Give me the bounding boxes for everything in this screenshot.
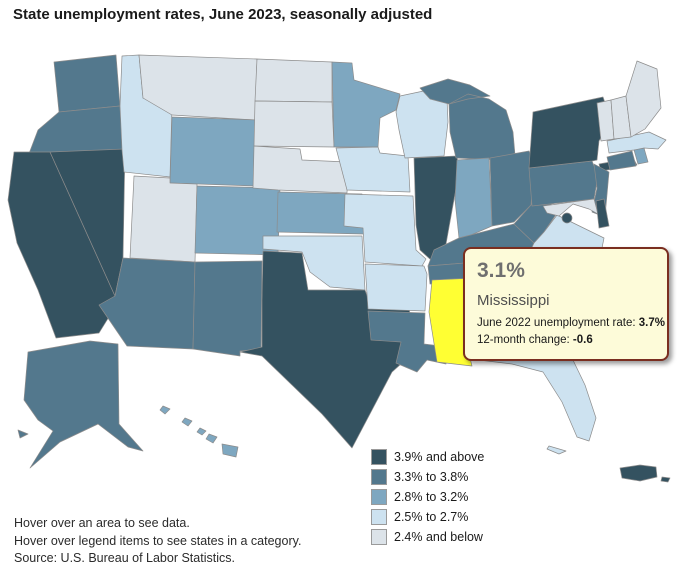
state-pa[interactable] xyxy=(528,160,599,207)
tooltip-state-name: Mississippi xyxy=(477,292,550,309)
legend-label: 2.8% to 3.2% xyxy=(394,489,469,504)
legend-swatch-28-to-32[interactable] xyxy=(371,488,387,505)
state-de[interactable] xyxy=(595,198,610,229)
legend-swatch-25-to-27[interactable] xyxy=(371,508,387,525)
state-nd[interactable] xyxy=(254,58,333,103)
tooltip-rate: 3.1% xyxy=(477,259,525,282)
legend-item-39-and-above[interactable]: 3.9% and above xyxy=(371,448,485,465)
state-wy[interactable] xyxy=(169,116,259,187)
state-la[interactable] xyxy=(367,310,450,373)
tooltip-previous-rate-value: 3.7% xyxy=(638,317,665,329)
state-dc[interactable] xyxy=(561,212,573,224)
state-ct[interactable] xyxy=(606,150,637,171)
tooltip-change-value: -0.6 xyxy=(572,334,593,346)
map-legend: 3.9% and above 3.3% to 3.8% 2.8% to 3.2%… xyxy=(371,448,485,549)
state-wa[interactable] xyxy=(53,54,121,113)
state-me[interactable] xyxy=(625,60,662,138)
state-ri[interactable] xyxy=(633,147,649,165)
source-note: Source: U.S. Bureau of Labor Statistics. xyxy=(14,551,235,565)
state-ar[interactable] xyxy=(364,263,428,312)
legend-swatch-24-and-below[interactable] xyxy=(371,528,387,545)
state-md[interactable] xyxy=(542,198,599,217)
tooltip-change: 12-month change: -0.6 xyxy=(477,332,655,349)
legend-item-33-to-38[interactable]: 3.3% to 3.8% xyxy=(371,468,484,485)
state-ma[interactable] xyxy=(606,131,667,154)
legend-item-25-to-27[interactable]: 2.5% to 2.7% xyxy=(371,508,484,525)
legend-item-28-to-32[interactable]: 2.8% to 3.2% xyxy=(371,488,484,505)
legend-label: 3.3% to 3.8% xyxy=(394,469,469,484)
state-ia[interactable] xyxy=(335,146,411,193)
legend-swatch-39-and-above[interactable] xyxy=(371,448,387,465)
map-tooltip: 3.1% Mississippi June 2022 unemployment … xyxy=(463,247,669,361)
legend-swatch-33-to-38[interactable] xyxy=(371,468,387,485)
state-pr[interactable] xyxy=(619,464,671,483)
state-ut[interactable] xyxy=(129,175,198,263)
state-mi[interactable] xyxy=(419,78,516,161)
legend-label: 2.4% and below xyxy=(394,529,483,544)
page-title: State unemployment rates, June 2023, sea… xyxy=(13,6,433,23)
state-ak[interactable] xyxy=(17,340,144,469)
legend-label: 2.5% to 2.7% xyxy=(394,509,469,524)
state-mn[interactable] xyxy=(331,61,401,148)
state-hi[interactable] xyxy=(159,405,239,458)
hint-hover-area: Hover over an area to see data. xyxy=(14,516,190,530)
footer-notes: Hover over an area to see data. Hover ov… xyxy=(14,515,301,568)
state-ne[interactable] xyxy=(252,145,349,194)
state-ok[interactable] xyxy=(262,235,366,291)
state-in[interactable] xyxy=(454,157,493,239)
legend-label: 3.9% and above xyxy=(394,449,485,464)
legend-item-24-and-below[interactable]: 2.4% and below xyxy=(371,528,484,545)
tooltip-previous-rate: June 2022 unemployment rate: 3.7% xyxy=(477,315,665,332)
tooltip-change-label: 12-month change: xyxy=(477,334,573,346)
hint-hover-legend: Hover over legend items to see states in… xyxy=(14,533,302,548)
state-nm[interactable] xyxy=(192,260,263,357)
state-mt[interactable] xyxy=(138,54,258,121)
tooltip-previous-rate-label: June 2022 unemployment rate: xyxy=(477,317,639,329)
state-sd[interactable] xyxy=(253,100,335,148)
map-states xyxy=(7,54,671,483)
